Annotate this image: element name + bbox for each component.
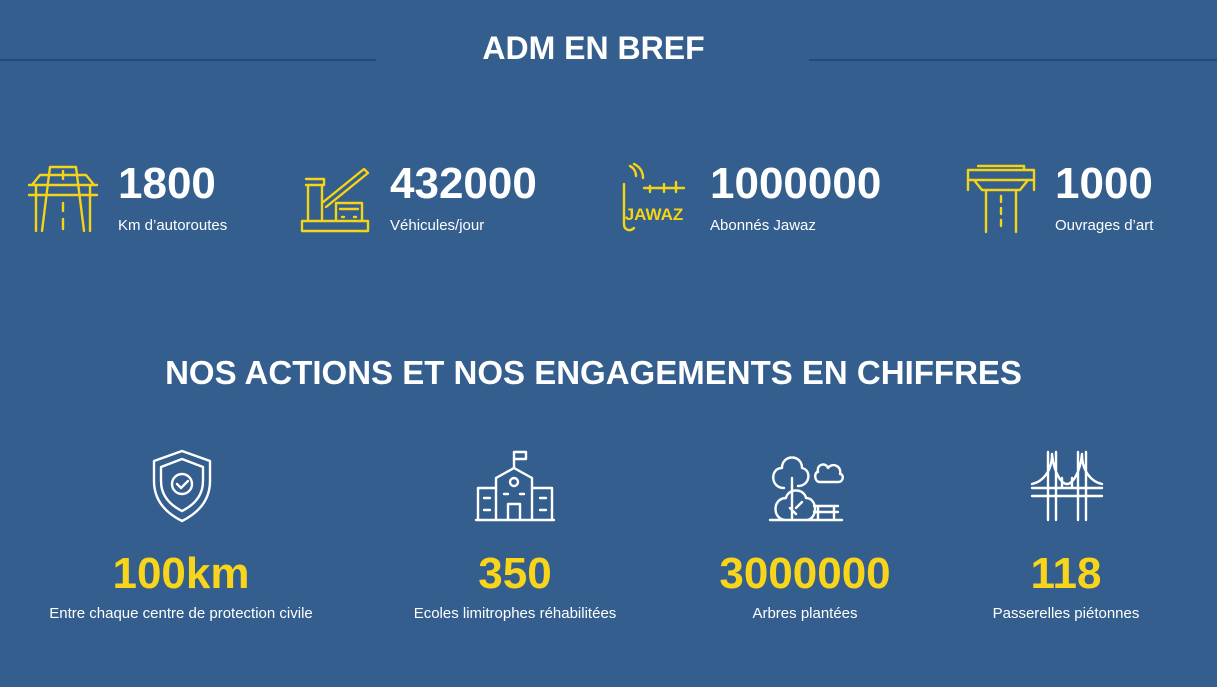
toll-icon xyxy=(300,167,370,233)
stat-label: Véhicules/jour xyxy=(390,217,485,234)
suspension-bridge-icon xyxy=(1030,450,1104,522)
stat: 432000 Véhicules/jour xyxy=(390,159,537,235)
shield-icon xyxy=(152,449,212,523)
stat-label: Km d’autoroutes xyxy=(118,217,228,234)
action-value: 350 xyxy=(478,549,552,598)
action-value: 100km xyxy=(112,549,250,598)
action-value: 118 xyxy=(1030,549,1102,598)
stat-label: Abonnés Jawaz xyxy=(710,217,816,234)
action-label: Entre chaque centre de protection civile xyxy=(49,605,313,622)
jawaz-icon: JAWAZ xyxy=(622,162,686,232)
section-title: ADM EN BREF xyxy=(482,30,705,66)
jawaz-logo-text: JAWAZ xyxy=(625,205,684,224)
divider xyxy=(0,59,376,61)
action: 3000000 Arbres plantées xyxy=(645,549,965,622)
action: 118 Passerelles piétonnes xyxy=(906,549,1217,622)
action-label: Passerelles piétonnes xyxy=(992,605,1140,622)
stat-value: 432000 xyxy=(390,159,537,208)
bridge-pillar-icon xyxy=(966,164,1036,234)
highway-icon xyxy=(27,165,99,233)
action-label: Ecoles limitrophes réhabilitées xyxy=(413,605,617,622)
stat-value: 1000000 xyxy=(710,159,882,208)
stat: 1000 Ouvrages d’art xyxy=(1055,159,1154,235)
stat-value: 1000 xyxy=(1055,159,1153,208)
action: 350 Ecoles limitrophes réhabilitées xyxy=(355,549,675,622)
stat: 1000000 Abonnés Jawaz xyxy=(710,159,882,235)
stat-value: 1800 xyxy=(118,159,216,208)
stat-label: Ouvrages d’art xyxy=(1055,217,1154,234)
action: 100km Entre chaque centre de protection c… xyxy=(21,549,341,622)
stat: 1800 Km d’autoroutes xyxy=(118,159,228,235)
action-label: Arbres plantées xyxy=(752,605,858,622)
school-icon xyxy=(474,450,556,522)
action-value: 3000000 xyxy=(719,549,891,598)
divider xyxy=(809,59,1217,61)
trees-icon xyxy=(768,456,844,522)
section-title: NOS ACTIONS ET NOS ENGAGEMENTS EN CHIFFR… xyxy=(165,354,1022,391)
